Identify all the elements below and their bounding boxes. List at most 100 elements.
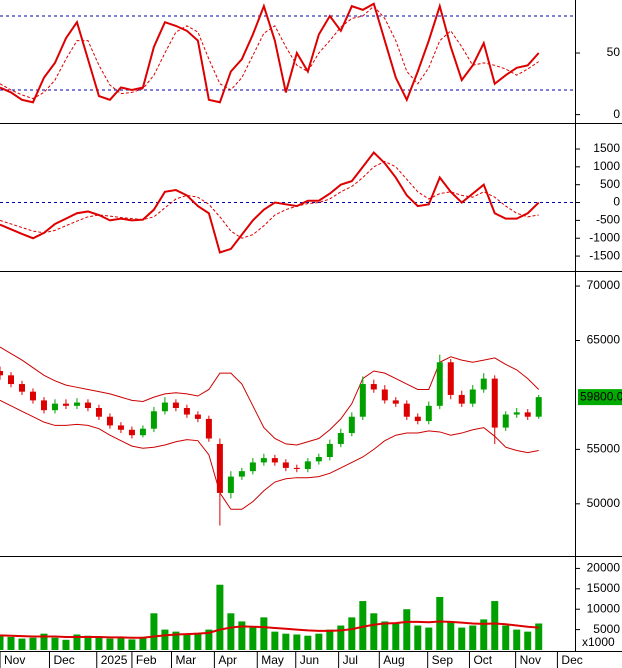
y-tick-label: 1000 — [593, 159, 620, 173]
candle-body — [458, 394, 465, 404]
candle-body — [7, 375, 14, 385]
volume-bar — [348, 617, 356, 650]
candle-body — [491, 378, 498, 428]
volume-bar — [183, 634, 191, 650]
volume-bar — [271, 631, 279, 650]
candle-body — [62, 403, 69, 406]
candle-body — [414, 416, 421, 422]
candle-body — [161, 402, 168, 412]
volume-bar — [40, 633, 48, 650]
volume-bar — [73, 634, 81, 650]
y-tick-label: 50 — [607, 45, 621, 59]
y-tick-label: 0 — [613, 195, 620, 209]
candle-body — [128, 429, 135, 436]
candle-body — [29, 391, 36, 401]
indicator-line — [0, 151, 540, 254]
volume-bar — [216, 584, 224, 650]
volume-bar — [458, 627, 466, 650]
candle-body — [271, 458, 278, 463]
candle-body — [0, 370, 3, 376]
candle-body — [282, 462, 289, 468]
volume-ma — [0, 620, 539, 639]
volume-bar — [315, 633, 323, 650]
candle-body — [469, 389, 476, 404]
candle-body — [150, 411, 157, 429]
y-tick-label: 1500 — [593, 141, 620, 155]
x-tick-label: Apr — [218, 653, 237, 667]
candle-body — [436, 362, 443, 406]
lower-band — [0, 399, 539, 510]
last-price-box — [578, 389, 622, 406]
candle-body — [117, 425, 124, 430]
volume-bar — [480, 619, 488, 650]
volume-bar — [95, 637, 103, 650]
candle-body — [18, 384, 25, 392]
volume-bar — [403, 609, 411, 650]
volume-bar — [194, 632, 202, 650]
candle-body — [73, 402, 80, 406]
x-tick-label: Jun — [300, 653, 319, 667]
volume-bar — [513, 629, 521, 650]
candle-body — [84, 402, 91, 409]
y-tick-label: 0 — [613, 107, 620, 121]
volume-bar — [139, 636, 147, 650]
y-tick-label: 70000 — [587, 278, 621, 292]
y-tick-label: 10000 — [587, 601, 621, 615]
candle-body — [139, 428, 146, 436]
y-tick-label: 55000 — [587, 442, 621, 456]
volume-bar — [249, 627, 257, 650]
y-tick-label: 65000 — [587, 333, 621, 347]
volume-bar — [84, 635, 92, 650]
candle-body — [205, 418, 212, 439]
candle-body — [260, 458, 267, 463]
candle-body — [348, 416, 355, 434]
volume-bar — [337, 625, 345, 650]
candle-body — [392, 400, 399, 404]
candle-body — [337, 433, 344, 444]
volume-bar — [260, 617, 268, 650]
candle-body — [304, 461, 311, 469]
x-tick-label: Dec — [561, 653, 582, 667]
candle-body — [238, 471, 245, 477]
volume-bar — [282, 633, 290, 650]
candle-body — [315, 457, 322, 462]
unit-label: x1000 — [582, 635, 615, 649]
candle-body — [524, 412, 531, 417]
x-tick-label: Jul — [343, 653, 358, 667]
indicator-line — [0, 2, 540, 104]
volume-bar — [18, 638, 26, 650]
signal-line — [0, 5, 539, 100]
volume-bar — [117, 637, 125, 650]
volume-bar — [535, 623, 543, 650]
volume-bar — [172, 631, 180, 650]
candle-body — [502, 414, 509, 428]
volume-bar — [161, 629, 169, 650]
x-tick-label: 2025 — [101, 653, 128, 667]
candle-body — [194, 414, 201, 419]
volume-bar — [150, 613, 158, 650]
candle-body — [95, 408, 102, 417]
candle-body — [513, 412, 520, 415]
x-tick-label: Feb — [136, 653, 157, 667]
volume-bar — [51, 637, 59, 650]
x-tick-label: Sep — [432, 653, 454, 667]
volume-bar — [106, 638, 114, 650]
candle-body — [216, 443, 223, 493]
y-tick-label: 5000 — [593, 622, 620, 636]
y-tick-label: 50000 — [587, 496, 621, 510]
candle-body — [381, 389, 388, 401]
candle-body — [293, 467, 300, 469]
volume-bar — [381, 621, 389, 650]
candle-body — [51, 403, 58, 411]
volume-bar — [62, 639, 70, 650]
volume-bar — [293, 634, 301, 650]
x-tick-label: Dec — [53, 653, 74, 667]
volume-bar — [491, 601, 499, 650]
candle-body — [249, 462, 256, 472]
candle-body — [425, 405, 432, 422]
volume-bar — [0, 635, 4, 650]
volume-bar — [326, 629, 334, 650]
